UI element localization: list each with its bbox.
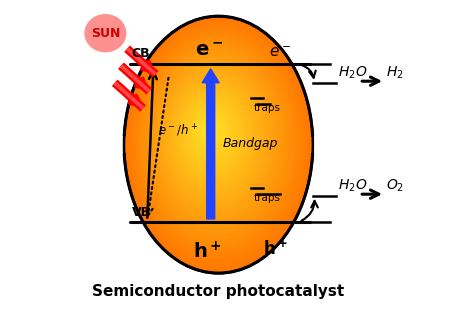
Text: $H_2$: $H_2$: [386, 65, 404, 81]
Text: $\mathbf{h^+}$: $\mathbf{h^+}$: [193, 241, 222, 262]
Ellipse shape: [198, 114, 223, 148]
Ellipse shape: [192, 107, 230, 158]
FancyArrowPatch shape: [301, 201, 318, 221]
Ellipse shape: [181, 91, 244, 177]
Text: CB: CB: [132, 48, 150, 60]
Ellipse shape: [189, 103, 233, 163]
Text: $\mathbf{h^+}$: $\mathbf{h^+}$: [264, 239, 288, 258]
Text: Bandgap: Bandgap: [223, 137, 278, 150]
Ellipse shape: [195, 110, 227, 153]
Text: $e^-/h^+$: $e^-/h^+$: [158, 123, 198, 139]
Ellipse shape: [164, 69, 264, 206]
Ellipse shape: [138, 35, 296, 249]
Ellipse shape: [141, 39, 292, 244]
Ellipse shape: [130, 24, 306, 263]
Ellipse shape: [146, 46, 285, 235]
Ellipse shape: [166, 73, 261, 201]
Text: Semiconductor photocatalyst: Semiconductor photocatalyst: [92, 284, 345, 299]
Text: $O_2$: $O_2$: [386, 178, 404, 194]
Ellipse shape: [178, 88, 247, 182]
Ellipse shape: [155, 58, 275, 220]
Ellipse shape: [136, 31, 299, 254]
Ellipse shape: [124, 16, 313, 273]
Ellipse shape: [149, 50, 282, 230]
Ellipse shape: [152, 54, 278, 225]
Text: $e^-$: $e^-$: [269, 45, 292, 60]
Text: traps: traps: [254, 193, 281, 203]
Ellipse shape: [133, 27, 302, 259]
Text: traps: traps: [254, 103, 281, 113]
Ellipse shape: [201, 118, 219, 144]
Ellipse shape: [84, 14, 127, 52]
Text: SUN: SUN: [91, 27, 120, 40]
Text: $H_2O$: $H_2O$: [337, 178, 367, 194]
Ellipse shape: [175, 84, 251, 187]
FancyArrowPatch shape: [301, 65, 316, 78]
Ellipse shape: [183, 95, 240, 172]
Ellipse shape: [161, 65, 268, 211]
Ellipse shape: [158, 61, 272, 216]
FancyArrow shape: [202, 69, 219, 219]
Ellipse shape: [127, 20, 310, 268]
Text: VB: VB: [132, 206, 151, 219]
Ellipse shape: [144, 43, 289, 239]
Ellipse shape: [169, 77, 257, 196]
Ellipse shape: [203, 122, 216, 139]
Text: $\mathbf{e^-}$: $\mathbf{e^-}$: [195, 41, 223, 60]
Ellipse shape: [206, 125, 213, 134]
Text: $H_2O$: $H_2O$: [337, 65, 367, 81]
Ellipse shape: [172, 80, 254, 192]
Ellipse shape: [186, 99, 237, 168]
